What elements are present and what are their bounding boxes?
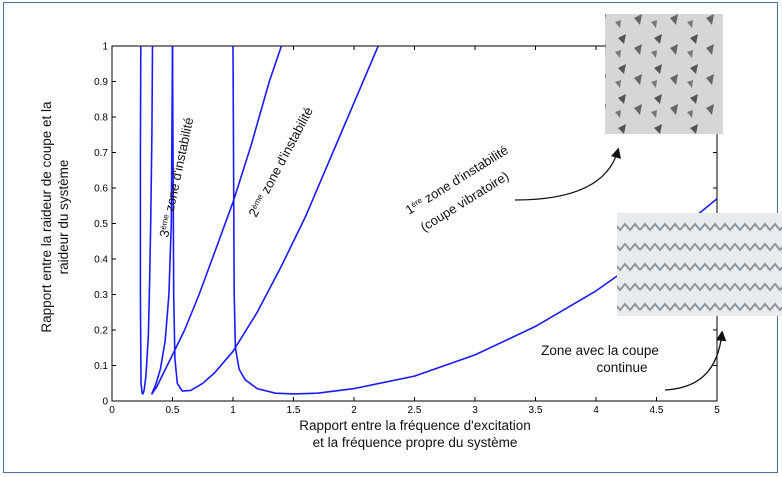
x-tick-label: 5: [714, 405, 720, 416]
x-tick-label: 1: [230, 405, 236, 416]
stability-curve-5: [139, 46, 144, 394]
x-tick-label: 2.5: [408, 405, 422, 416]
x-axis-label-line2: et la fréquence propre du système: [312, 435, 518, 450]
stability-curve-4: [142, 46, 154, 395]
y-tick-label: 0.8: [94, 113, 108, 124]
x-tick-label: 2: [351, 405, 357, 416]
label-continuous-line2: continue: [596, 360, 647, 375]
arrow-first-zone: [514, 147, 622, 201]
curves: [139, 46, 717, 395]
y-tick-label: 0.2: [94, 326, 108, 337]
stability-curve-1: [232, 46, 717, 395]
x-tick-label: 3: [472, 405, 478, 416]
photo-continuous-chips: [617, 213, 782, 316]
y-tick-label: 0.5: [94, 219, 108, 230]
y-tick-label: 0.1: [94, 361, 108, 372]
label-continuous-line1: Zone avec la coupe: [541, 343, 659, 358]
stability-curve-2: [171, 46, 379, 392]
x-tick-label: 4.5: [650, 405, 664, 416]
y-tick-label: 0.4: [94, 255, 108, 266]
x-axis-label-line1: Rapport entre la fréquence d'excitation: [299, 418, 531, 433]
y-axis-label-line2: raideur du système: [56, 159, 71, 275]
y-axis-label: Rapport entre la raideur de coupe et la …: [10, 52, 100, 382]
y-tick-label: 0.7: [94, 148, 108, 159]
arrow-continuous-zone: [664, 330, 727, 391]
y-tick-label: 0.9: [94, 77, 108, 88]
x-tick-label: 3.5: [529, 405, 543, 416]
x-tick-label: 4: [593, 405, 599, 416]
axis-ticks: 0 0.5 1 1.5 2 2.5 3 3.5 4 4.5 5 0 0.1 0.2 0.3 0.4 0.5 0.6…: [94, 42, 720, 417]
x-tick-label: 0: [109, 405, 115, 416]
y-tick-label: 0: [102, 397, 108, 408]
y-tick-label: 0.3: [94, 290, 108, 301]
stability-curve-3: [151, 46, 283, 395]
y-tick-label: 0.6: [94, 184, 108, 195]
x-axis-label: Rapport entre la fréquence d'excitation …: [200, 417, 630, 451]
x-tick-label: 1.5: [287, 405, 301, 416]
photo-chatter-chips: [605, 14, 723, 134]
y-axis-label-line1: Rapport entre la raideur de coupe et la: [39, 101, 54, 333]
x-tick-label: 0.5: [166, 405, 180, 416]
y-tick-label: 1: [102, 42, 108, 53]
